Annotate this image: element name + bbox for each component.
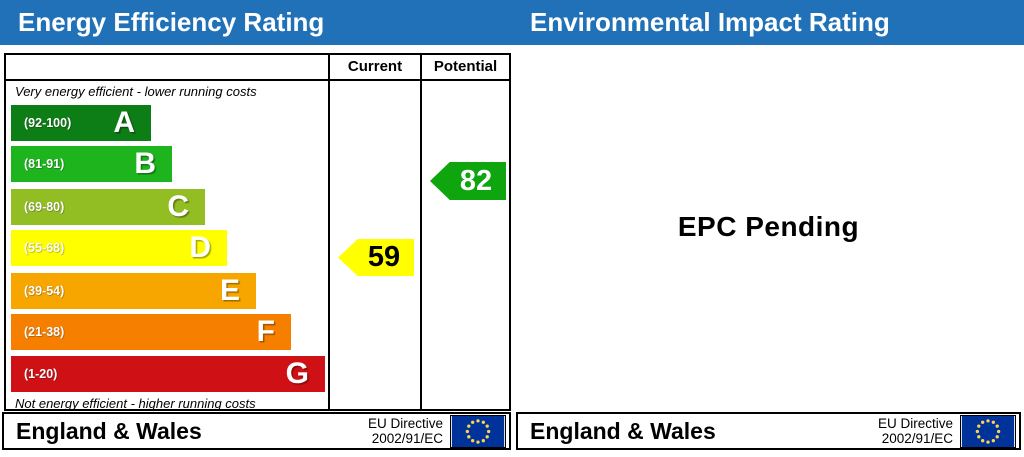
eu-flag-star [981,420,985,424]
eu-flag-star [485,424,489,428]
energy-rating-chart: Current Potential Very energy efficient … [4,53,511,411]
band-e: (39-54) E [11,273,256,309]
band-b-range: (81-91) [24,157,65,171]
band-c-range: (69-80) [24,200,65,214]
region-label: England & Wales [530,417,716,444]
eu-directive-line1: EU Directive [877,415,953,431]
band-e-letter: E [219,274,240,307]
eu-directive-line2: 2002/91/EC [881,431,953,446]
eu-flag-star [977,424,981,428]
eu-flag-stars [465,418,491,444]
eu-flag-star [485,434,489,438]
eu-flag-star [481,438,485,442]
band-d-range: (55-68) [24,241,65,255]
efficient-note: Very energy efficient - lower running co… [15,84,257,99]
potential-arrow: 82 [430,162,506,200]
eu-flag-star [487,429,491,433]
band-b: (81-91) B [11,146,172,182]
eu-flag-star [995,434,999,438]
eu-flag-star [975,429,979,433]
eu-flag-star [471,420,475,424]
eu-flag-star [981,438,985,442]
eu-directive-line2: 2002/91/EC [371,431,443,446]
band-b-letter: B [134,147,156,180]
current-column-header: Current [347,58,403,75]
eu-flag-star [467,434,471,438]
band-c: (69-80) C [11,189,205,225]
potential-column-header: Potential [433,58,498,75]
eu-flag-star [977,434,981,438]
eu-flag [450,414,506,448]
column-divider-potential [420,55,422,409]
chart-header-row: Current Potential [6,55,509,81]
eu-directive-label: EU Directive 2002/91/EC [368,416,443,446]
region-label: England & Wales [16,417,202,444]
band-d-letter: D [189,231,211,264]
column-divider-current [328,55,330,409]
energy-efficiency-title: Energy Efficiency Rating [18,7,325,37]
eu-flag-star [465,429,469,433]
eu-flag [960,414,1016,448]
eu-flag-star [467,424,471,428]
band-g: (1-20) G [11,356,325,392]
epc-pending-message: EPC Pending [677,211,860,242]
current-value: 59 [367,241,401,273]
band-f: (21-38) F [11,314,291,350]
band-e-range: (39-54) [24,284,65,298]
eu-flag-star [991,420,995,424]
eu-flag-star [476,418,480,422]
eu-flag-star [476,440,480,444]
band-a: (92-100) A [11,105,151,141]
eu-flag-star [481,420,485,424]
band-g-letter: G [285,357,309,390]
band-g-range: (1-20) [24,367,58,381]
eu-flag-star [986,418,990,422]
eu-flag-star [986,440,990,444]
current-arrow: 59 [338,239,414,276]
footer-right: England & Wales EU Directive 2002/91/EC [516,412,1021,450]
environmental-impact-title: Environmental Impact Rating [530,7,890,37]
band-a-range: (92-100) [24,116,72,130]
inefficient-note: Not energy efficient - higher running co… [15,396,256,411]
band-f-range: (21-38) [24,325,65,339]
header-bar: Energy Efficiency Rating Environmental I… [0,0,1024,45]
eu-flag-star [997,429,1001,433]
eu-flag-stars [975,418,1001,444]
band-c-letter: C [167,190,189,223]
eu-flag-star [995,424,999,428]
band-a-letter: A [113,106,135,139]
eu-directive-label: EU Directive 2002/91/EC [878,416,953,446]
eu-directive-line1: EU Directive [367,415,443,431]
footer-left: England & Wales EU Directive 2002/91/EC [2,412,511,450]
band-f-letter: F [256,315,275,348]
eu-flag-star [471,438,475,442]
band-d: (55-68) D [11,230,227,266]
potential-value: 82 [459,164,493,197]
eu-flag-star [991,438,995,442]
